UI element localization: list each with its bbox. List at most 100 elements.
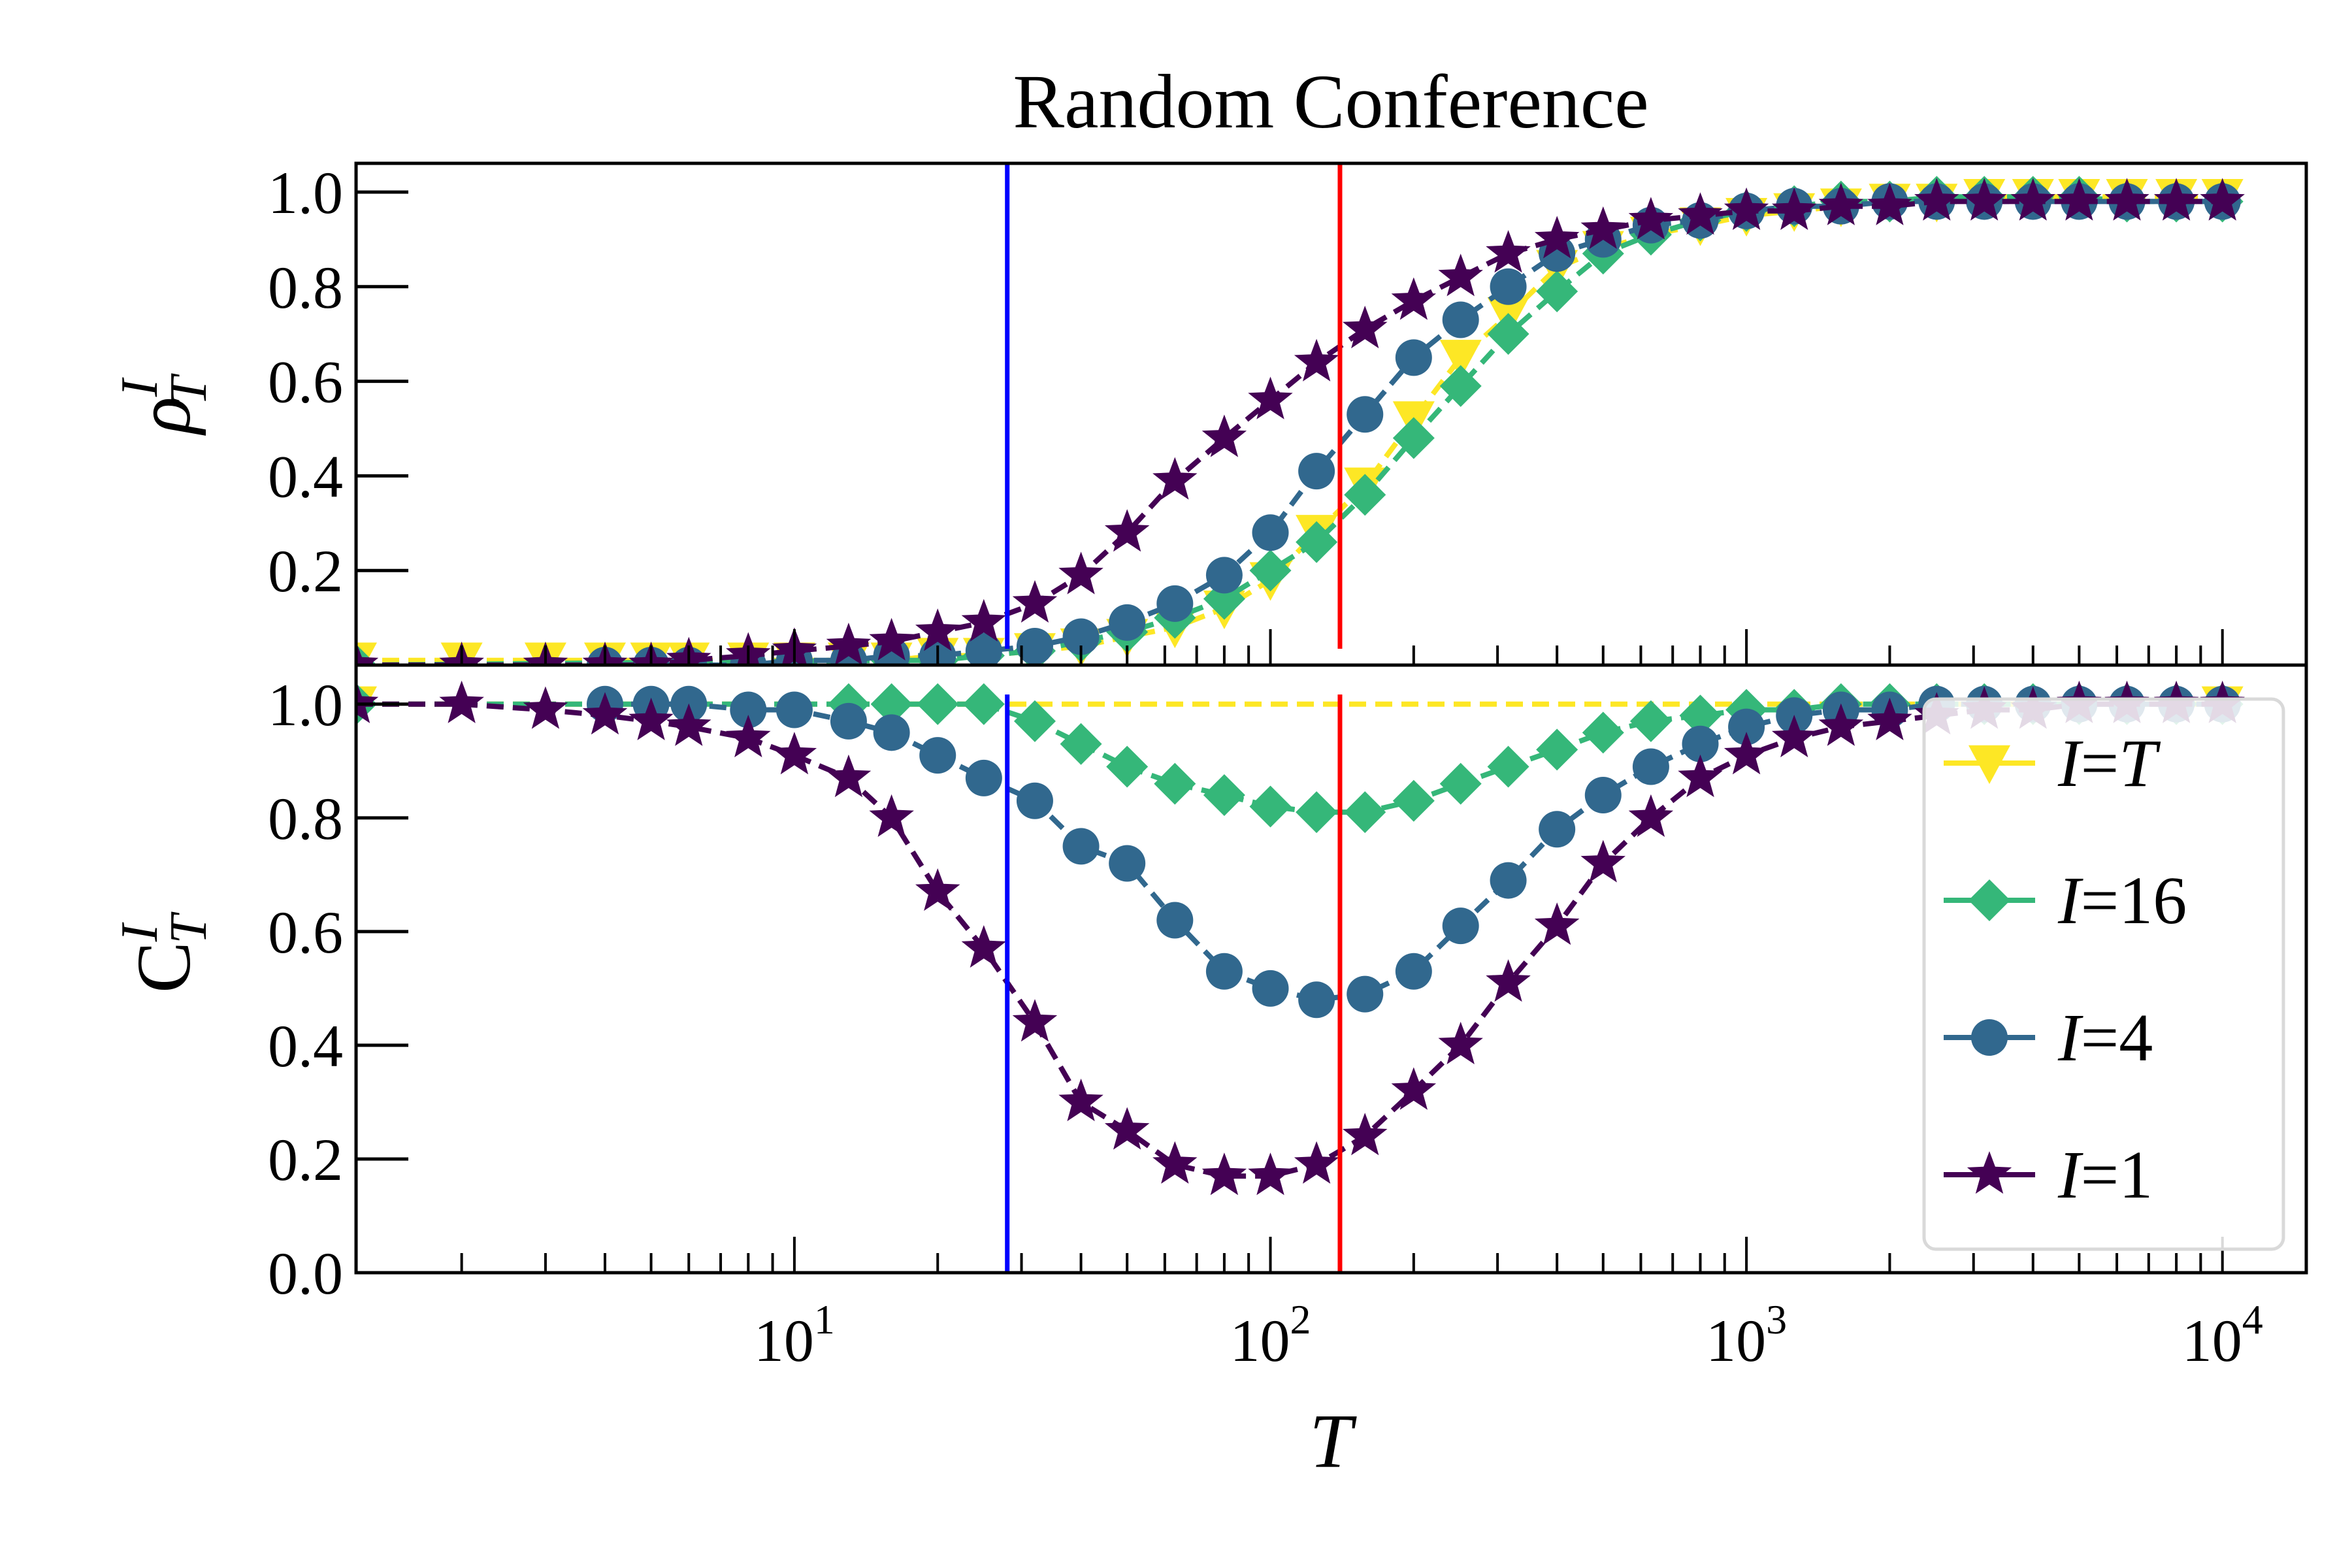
data-point-bottom-3-19 bbox=[1343, 1113, 1388, 1156]
data-point-bottom-2-13 bbox=[1205, 953, 1243, 990]
data-point-top-3-28 bbox=[1772, 187, 1817, 230]
data-point-top-2-12 bbox=[1156, 585, 1194, 622]
data-point-top-3-33 bbox=[2010, 178, 2055, 221]
legend-marker bbox=[1968, 745, 2010, 784]
data-point-bottom-3-18 bbox=[1294, 1141, 1339, 1184]
data-point-top-3-36 bbox=[2153, 178, 2199, 221]
data-point-top-2-13 bbox=[1205, 557, 1243, 594]
data-point-bottom-2-22 bbox=[1632, 748, 1669, 785]
data-point-bottom-1-5 bbox=[1013, 700, 1056, 742]
data-point-bottom-3-12 bbox=[1012, 999, 1058, 1042]
data-point-bottom-2-12 bbox=[1156, 902, 1194, 939]
data-point-top-3-0 bbox=[356, 642, 379, 665]
data-point-bottom-2-11 bbox=[1109, 845, 1146, 882]
data-point-bottom-2-7 bbox=[919, 737, 956, 774]
x-tick-label-1: 102 bbox=[1230, 1296, 1311, 1374]
data-point-bottom-2-17 bbox=[1395, 953, 1432, 990]
x-tick-base: 10 bbox=[1230, 1307, 1290, 1374]
legend-entry: I=T bbox=[1944, 726, 2161, 801]
data-point-bottom-2-21 bbox=[1584, 777, 1622, 814]
data-point-top-3-21 bbox=[1438, 253, 1483, 297]
data-point-top-2-9 bbox=[1016, 628, 1053, 665]
data-point-bottom-2-6 bbox=[873, 714, 910, 751]
data-point-bottom-2-16 bbox=[1347, 975, 1384, 1013]
legend-marker bbox=[1971, 1019, 2008, 1056]
data-point-bottom-3-6 bbox=[726, 715, 771, 758]
legend-entry: I=4 bbox=[1944, 1000, 2153, 1075]
data-point-top-1-12 bbox=[1392, 417, 1435, 459]
top-ylabel-sub: T bbox=[160, 373, 218, 406]
data-point-top-3-16 bbox=[1201, 414, 1247, 457]
series-line-top-1 bbox=[356, 194, 2223, 665]
legend-label: I=16 bbox=[2057, 863, 2187, 938]
data-point-top-0-21 bbox=[1439, 340, 1482, 379]
data-point-top-3-23 bbox=[1534, 216, 1580, 259]
legend-label: I=4 bbox=[2057, 1000, 2153, 1075]
data-point-bottom-3-13 bbox=[1058, 1078, 1103, 1122]
data-point-top-2-16 bbox=[1347, 396, 1384, 433]
axes-frame-top bbox=[354, 161, 2308, 667]
bottom-ylabel-base: C bbox=[121, 941, 206, 993]
data-point-bottom-1-6 bbox=[1060, 723, 1102, 765]
y-tick-label-top-0: 0.2 bbox=[268, 538, 343, 604]
x-tick-exp: 3 bbox=[1766, 1296, 1787, 1343]
x-tick-exp: 4 bbox=[2242, 1296, 2263, 1343]
data-point-top-3-29 bbox=[1818, 182, 1864, 225]
x-axis-label: T bbox=[1309, 1398, 1357, 1484]
data-point-top-3-8 bbox=[826, 623, 872, 665]
legend-label: I=1 bbox=[2057, 1137, 2153, 1213]
bottom-ylabel: CIT bbox=[111, 911, 218, 993]
data-point-bottom-2-15 bbox=[1298, 981, 1335, 1019]
data-point-bottom-2-18 bbox=[1442, 907, 1479, 945]
data-point-bottom-3-21 bbox=[1438, 1021, 1483, 1064]
data-point-top-1-14 bbox=[1487, 313, 1529, 355]
data-point-bottom-3-0 bbox=[356, 680, 379, 723]
data-point-bottom-3-5 bbox=[666, 703, 711, 746]
data-point-bottom-3-26 bbox=[1678, 754, 1723, 798]
series-line-top-3 bbox=[356, 199, 2223, 665]
data-point-bottom-3-23 bbox=[1534, 902, 1580, 945]
data-point-top-3-32 bbox=[1961, 178, 2007, 221]
legend-marker bbox=[1968, 879, 2010, 921]
data-point-top-3-11 bbox=[961, 598, 1007, 642]
data-point-bottom-1-17 bbox=[1582, 711, 1624, 754]
data-point-bottom-3-11 bbox=[961, 925, 1007, 968]
data-point-bottom-3-7 bbox=[772, 732, 817, 775]
data-point-bottom-3-27 bbox=[1723, 732, 1769, 775]
data-point-top-3-20 bbox=[1391, 277, 1437, 320]
data-point-top-3-13 bbox=[1058, 551, 1103, 595]
top-ylabel-sup: I bbox=[111, 377, 169, 397]
plot-area-top bbox=[356, 176, 2245, 665]
y-tick-label-bottom-1: 0.2 bbox=[268, 1126, 343, 1193]
data-point-top-3-19 bbox=[1343, 305, 1388, 349]
y-tick-label-top-3: 0.8 bbox=[268, 254, 343, 321]
data-point-bottom-3-24 bbox=[1580, 840, 1625, 883]
data-point-top-3-14 bbox=[1104, 509, 1150, 552]
data-point-top-1-10 bbox=[1296, 521, 1338, 563]
data-point-top-3-34 bbox=[2057, 178, 2102, 221]
svg-text:ρIT: ρIT bbox=[111, 373, 218, 436]
data-point-bottom-2-23 bbox=[1682, 725, 1719, 762]
data-point-top-3-37 bbox=[2200, 178, 2245, 221]
x-tick-label-2: 103 bbox=[1706, 1296, 1787, 1374]
data-point-bottom-3-8 bbox=[826, 754, 872, 798]
data-point-bottom-2-20 bbox=[1539, 811, 1576, 848]
data-point-top-2-11 bbox=[1109, 604, 1146, 641]
legend-entry: I=1 bbox=[1944, 1137, 2153, 1213]
data-point-top-2-15 bbox=[1298, 453, 1335, 490]
x-tick-base: 10 bbox=[754, 1307, 814, 1374]
legend-label: I=T bbox=[2057, 726, 2161, 801]
data-point-top-3-26 bbox=[1678, 192, 1723, 235]
bottom-ylabel-sup: I bbox=[111, 922, 169, 942]
data-point-bottom-3-10 bbox=[915, 868, 960, 911]
axes-frame-bottom bbox=[354, 663, 2308, 1275]
data-point-bottom-1-4 bbox=[962, 683, 1005, 725]
data-point-top-3-15 bbox=[1152, 457, 1198, 500]
x-tick-label-0: 101 bbox=[754, 1296, 835, 1374]
data-point-top-2-10 bbox=[1062, 618, 1100, 655]
y-tick-label-bottom-3: 0.6 bbox=[268, 899, 343, 966]
data-point-top-2-18 bbox=[1442, 301, 1479, 338]
x-tick-label-3: 104 bbox=[2182, 1296, 2263, 1374]
data-point-bottom-2-24 bbox=[1728, 708, 1765, 745]
data-point-top-1-13 bbox=[1439, 365, 1482, 407]
